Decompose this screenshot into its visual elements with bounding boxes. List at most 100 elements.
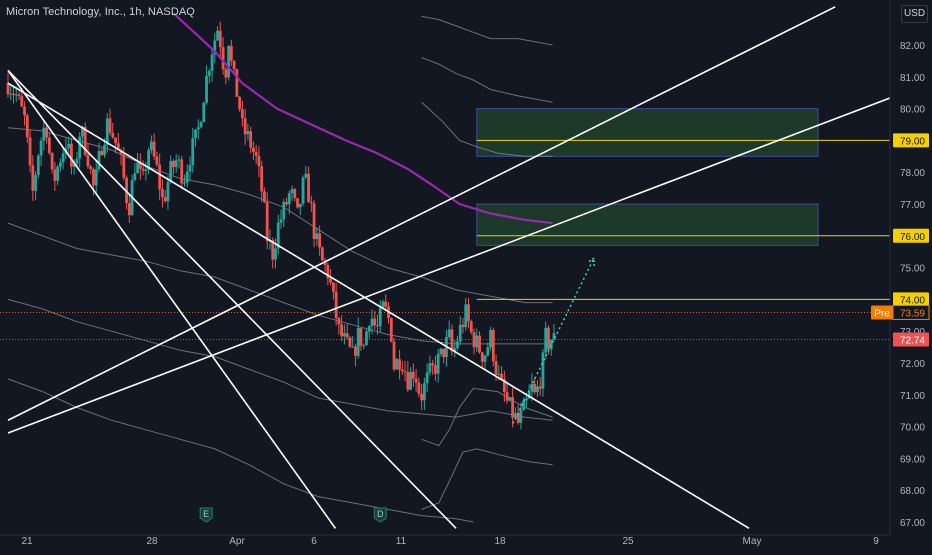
trendline-1[interactable] <box>7 69 457 529</box>
envelope-line-4 <box>7 378 474 523</box>
event-marker-d[interactable]: D <box>373 507 387 523</box>
candle <box>296 198 299 208</box>
premarket-tag[interactable] <box>871 305 893 320</box>
trendline-2[interactable] <box>7 69 337 529</box>
moving-average-line[interactable] <box>172 12 553 225</box>
candle <box>464 304 468 328</box>
candle <box>472 332 476 348</box>
candle <box>172 161 175 168</box>
candle <box>174 160 178 168</box>
target-zone-1[interactable] <box>476 108 819 157</box>
projection-path[interactable] <box>512 257 595 424</box>
trendline-4[interactable] <box>7 6 836 421</box>
candle <box>45 127 49 138</box>
last-price-tag[interactable] <box>893 332 929 347</box>
candle <box>301 177 305 204</box>
y-tick-label: 82.00 <box>900 41 925 52</box>
candle <box>290 189 294 194</box>
candle <box>103 145 106 156</box>
candle <box>337 318 341 325</box>
envelope-line-8 <box>421 387 553 447</box>
candle <box>155 156 159 165</box>
candle <box>489 329 492 348</box>
candle <box>67 143 71 149</box>
candle <box>287 193 291 205</box>
level-tag-74.00[interactable] <box>893 292 929 307</box>
candle <box>359 328 363 346</box>
candle <box>180 159 184 184</box>
candle <box>14 94 18 96</box>
candle <box>552 333 556 340</box>
candle <box>461 324 465 328</box>
candle <box>252 147 255 152</box>
target-zone-2[interactable] <box>476 203 819 246</box>
candle <box>166 181 170 202</box>
trendline-3[interactable] <box>7 82 750 530</box>
candle <box>6 83 10 95</box>
candle <box>108 118 112 133</box>
candle <box>480 352 484 362</box>
level-tag-76.00[interactable] <box>893 228 929 243</box>
candle <box>527 391 531 399</box>
candle <box>152 141 156 157</box>
candle <box>467 304 470 322</box>
x-tick-label: 28 <box>146 536 158 547</box>
event-marker-e[interactable]: E <box>199 507 213 523</box>
candle <box>400 369 404 372</box>
candle <box>235 68 239 97</box>
envelope-line-7 <box>421 101 553 157</box>
y-tick-label: 81.00 <box>900 73 925 84</box>
candle <box>500 373 503 379</box>
candle <box>246 131 250 135</box>
x-tick-label: 25 <box>622 536 634 547</box>
candle <box>72 163 76 167</box>
candle <box>434 365 437 374</box>
candle <box>177 159 181 161</box>
candle <box>389 318 393 342</box>
last-price-text: 72.74 <box>900 335 925 346</box>
premarket-price-text: 73.59 <box>900 308 925 319</box>
candle <box>483 355 487 362</box>
candle <box>536 386 539 393</box>
candle <box>207 70 211 76</box>
candle <box>36 155 40 176</box>
candle <box>431 363 435 366</box>
candle <box>271 240 275 260</box>
candle <box>265 202 269 242</box>
y-tick-label: 71.00 <box>900 391 925 402</box>
projection-arrow-head <box>587 256 595 267</box>
time-axis[interactable] <box>0 535 932 550</box>
event-letter: E <box>203 509 209 519</box>
candle <box>340 324 344 337</box>
candle <box>78 136 82 159</box>
currency-label[interactable]: USD <box>901 5 928 23</box>
candle <box>398 359 401 370</box>
candle <box>456 341 459 349</box>
candle <box>450 329 454 352</box>
candle <box>39 140 43 156</box>
candle <box>409 371 412 390</box>
candle <box>133 173 137 181</box>
candle <box>354 346 357 356</box>
price-axis[interactable] <box>890 0 932 550</box>
candle <box>25 115 29 138</box>
envelope-line-5 <box>421 15 553 46</box>
candle <box>105 118 109 146</box>
premarket-price-tag[interactable] <box>892 304 930 320</box>
candle <box>420 393 424 401</box>
candle <box>9 93 13 95</box>
candle <box>276 222 280 249</box>
candle <box>257 155 261 167</box>
envelope-line-2 <box>7 222 553 345</box>
level-tag-79.00[interactable] <box>893 133 929 148</box>
candle <box>373 318 377 326</box>
trendline-5[interactable] <box>7 95 896 434</box>
candle <box>356 328 360 356</box>
candle <box>119 150 123 155</box>
candle <box>351 346 355 348</box>
candle <box>428 363 432 373</box>
level-tag-text: 76.00 <box>900 232 925 243</box>
candle <box>191 138 195 166</box>
